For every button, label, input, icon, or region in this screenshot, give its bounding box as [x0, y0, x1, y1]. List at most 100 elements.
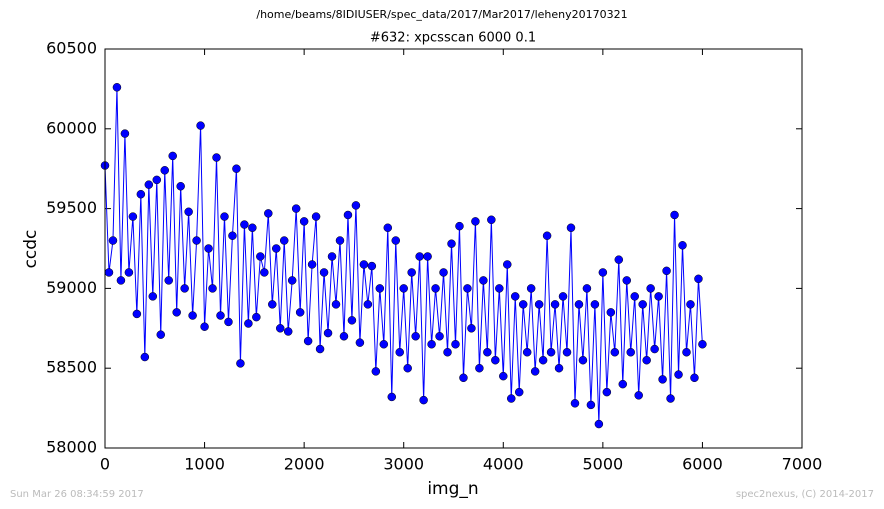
data-point [538, 355, 548, 365]
data-point [228, 231, 237, 240]
data-point [339, 332, 349, 341]
data-point [327, 252, 337, 261]
data-point [335, 236, 345, 245]
data-point [216, 311, 225, 320]
data-point [184, 207, 193, 217]
data-point [534, 300, 544, 309]
data-point [355, 338, 365, 347]
data-point [654, 292, 663, 301]
data-point [299, 217, 309, 226]
data-point [200, 322, 209, 331]
data-point [451, 340, 460, 349]
footer-left: Sun Mar 26 08:34:59 2017 [10, 489, 144, 500]
data-point [204, 244, 213, 253]
y-tick-label: 58000 [46, 438, 97, 457]
data-point [510, 292, 520, 301]
data-point [626, 347, 635, 357]
data-point [323, 328, 333, 338]
data-point [638, 300, 647, 309]
data-point [606, 308, 616, 317]
data-point [431, 284, 440, 293]
data-point [168, 151, 177, 161]
x-tick-label: 0 [100, 455, 110, 474]
data-point [176, 182, 185, 191]
data-point [391, 236, 400, 245]
data-point [283, 327, 293, 336]
data-point [319, 268, 329, 277]
data-point [686, 300, 695, 309]
data-point [682, 347, 691, 357]
data-point [112, 83, 122, 92]
x-tick-label: 3000 [383, 455, 424, 474]
data-point [471, 217, 480, 226]
y-tick-label: 58500 [46, 358, 97, 377]
data-point [503, 260, 512, 269]
data-point [132, 309, 142, 319]
y-axis-label: ccdc [21, 230, 41, 269]
data-point [614, 255, 624, 264]
x-axis-label: img_n [427, 479, 478, 499]
data-point [315, 344, 325, 354]
data-point [642, 355, 651, 365]
data-point [367, 261, 377, 271]
data-point [403, 363, 412, 373]
data-point [558, 292, 568, 301]
data-point [499, 371, 508, 381]
data-point [570, 399, 580, 408]
data-point [495, 284, 504, 293]
data-point [542, 231, 552, 240]
chart-title: #632: xpcsscan 6000 0.1 [370, 31, 536, 46]
y-tick-label: 59500 [46, 198, 97, 217]
y-tick-label: 60500 [46, 39, 97, 58]
data-point [526, 284, 536, 293]
data-point [634, 391, 643, 400]
data-point [658, 375, 667, 384]
data-point [343, 210, 353, 220]
data-point [212, 153, 221, 162]
data-point [248, 223, 257, 233]
data-point [662, 266, 671, 276]
data-point [590, 300, 600, 309]
data-point [419, 395, 428, 405]
data-point [594, 419, 604, 429]
suptitle: /home/beams/8IDIUSER/spec_data/2017/Mar2… [256, 8, 627, 21]
data-point [192, 236, 201, 245]
data-point [678, 241, 687, 250]
data-point [546, 347, 556, 357]
y-tick-label: 60000 [46, 118, 97, 137]
data-point [220, 212, 229, 221]
data-point [252, 312, 261, 322]
data-point [670, 210, 679, 220]
data-point [351, 201, 361, 210]
data-point [694, 274, 703, 284]
x-tick-label: 2000 [284, 455, 325, 474]
data-point [232, 164, 241, 173]
data-point [427, 340, 436, 349]
data-point [622, 276, 632, 285]
data-point [698, 340, 707, 349]
data-point [566, 223, 576, 233]
data-point [279, 236, 289, 245]
data-point [455, 221, 464, 231]
data-point [610, 347, 620, 357]
data-point [287, 276, 297, 285]
data-point [148, 292, 158, 301]
data-point [459, 373, 468, 383]
data-point [331, 300, 341, 309]
data-point [152, 175, 162, 185]
data-point [435, 332, 444, 341]
data-point [479, 276, 488, 285]
footer-right: spec2nexus, (C) 2014-2017 [736, 489, 874, 500]
data-point [387, 392, 397, 402]
data-point [463, 284, 472, 293]
data-point [144, 180, 154, 189]
data-point [411, 332, 420, 341]
data-point [518, 300, 528, 309]
data-point [236, 359, 245, 368]
data-point [650, 344, 659, 354]
data-point [180, 284, 189, 293]
data-point [140, 352, 150, 362]
data-point [491, 355, 500, 365]
data-point [514, 387, 524, 397]
